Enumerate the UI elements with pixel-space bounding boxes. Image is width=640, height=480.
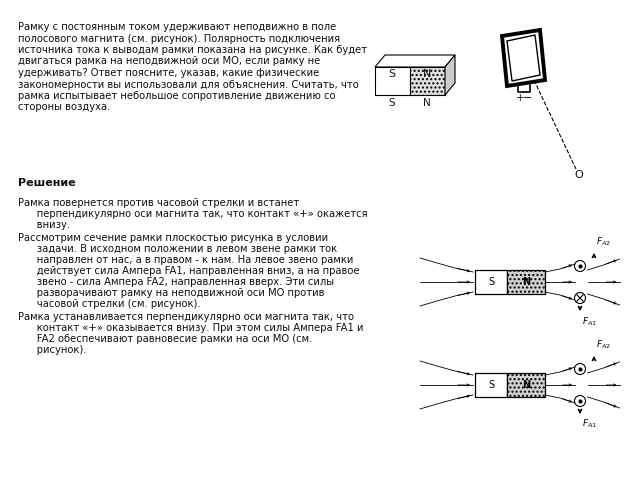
Text: $F_{A2}$: $F_{A2}$ [596,338,611,351]
Text: двигаться рамка на неподвижной оси МО, если рамку не: двигаться рамка на неподвижной оси МО, е… [18,57,320,67]
Text: S: S [388,98,396,108]
Polygon shape [507,35,540,81]
Text: N: N [522,380,530,390]
Polygon shape [475,270,507,294]
Text: разворачивают рамку на неподвижной оси МО против: разворачивают рамку на неподвижной оси М… [18,288,324,298]
Text: N: N [423,98,431,108]
Text: S: S [488,380,494,390]
Polygon shape [375,67,410,95]
Text: M: M [506,55,516,65]
Text: FA2 обеспечивают равновесие рамки на оси МО (см.: FA2 обеспечивают равновесие рамки на оси… [18,334,312,344]
Circle shape [575,396,586,407]
Text: Рассмотрим сечение рамки плоскостью рисунка в условии: Рассмотрим сечение рамки плоскостью рису… [18,233,328,243]
Circle shape [575,292,586,303]
Text: полосового магнита (см. рисунок). Полярность подключения: полосового магнита (см. рисунок). Полярн… [18,34,340,44]
Text: N: N [522,277,530,287]
Text: $F_{A2}$: $F_{A2}$ [596,236,611,248]
Text: закономерности вы использовали для объяснения. Считать, что: закономерности вы использовали для объяс… [18,80,359,89]
Text: контакт «+» оказывается внизу. При этом силы Ампера FA1 и: контакт «+» оказывается внизу. При этом … [18,323,364,333]
Text: −: − [524,93,532,103]
Text: действует сила Ампера FA1, направленная вниз, а на правое: действует сила Ампера FA1, направленная … [18,266,360,276]
Text: $F_{A1}$: $F_{A1}$ [582,418,597,431]
Text: N: N [423,69,431,79]
Text: задачи. В исходном положении в левом звене рамки ток: задачи. В исходном положении в левом зве… [18,244,337,254]
Text: S: S [388,69,396,79]
Text: рамка испытывает небольшое сопротивление движению со: рамка испытывает небольшое сопротивление… [18,91,335,101]
Text: Рамка повернется против часовой стрелки и встанет: Рамка повернется против часовой стрелки … [18,198,300,208]
Text: +: + [516,93,524,103]
Polygon shape [507,373,545,397]
Text: стороны воздуха.: стороны воздуха. [18,103,110,112]
Polygon shape [502,30,545,86]
Text: перпендикулярно оси магнита так, что контакт «+» окажется: перпендикулярно оси магнита так, что кон… [18,209,367,219]
Polygon shape [375,55,455,67]
Text: Решение: Решение [18,178,76,188]
Text: источника тока к выводам рамки показана на рисунке. Как будет: источника тока к выводам рамки показана … [18,45,367,55]
Text: внизу.: внизу. [18,220,70,230]
Circle shape [575,261,586,272]
Text: S: S [488,277,494,287]
Polygon shape [445,55,455,95]
Text: направлен от нас, а в правом - к нам. На левое звено рамки: направлен от нас, а в правом - к нам. На… [18,255,353,265]
Circle shape [575,363,586,374]
Polygon shape [410,67,445,95]
Polygon shape [475,373,507,397]
Text: O: O [574,170,583,180]
Text: Рамка устанавливается перпендикулярно оси магнита так, что: Рамка устанавливается перпендикулярно ос… [18,312,354,322]
Text: $F_{A1}$: $F_{A1}$ [582,315,597,327]
Text: звено - сила Ампера FA2, направленная вверх. Эти силы: звено - сила Ампера FA2, направленная вв… [18,277,334,287]
Text: удерживать? Ответ поясните, указав, какие физические: удерживать? Ответ поясните, указав, каки… [18,68,319,78]
Text: рисунок).: рисунок). [18,345,86,355]
Polygon shape [507,270,545,294]
Text: часовой стрелки (см. рисунок).: часовой стрелки (см. рисунок). [18,299,200,309]
Text: Рамку с постоянным током удерживают неподвижно в поле: Рамку с постоянным током удерживают непо… [18,22,336,32]
